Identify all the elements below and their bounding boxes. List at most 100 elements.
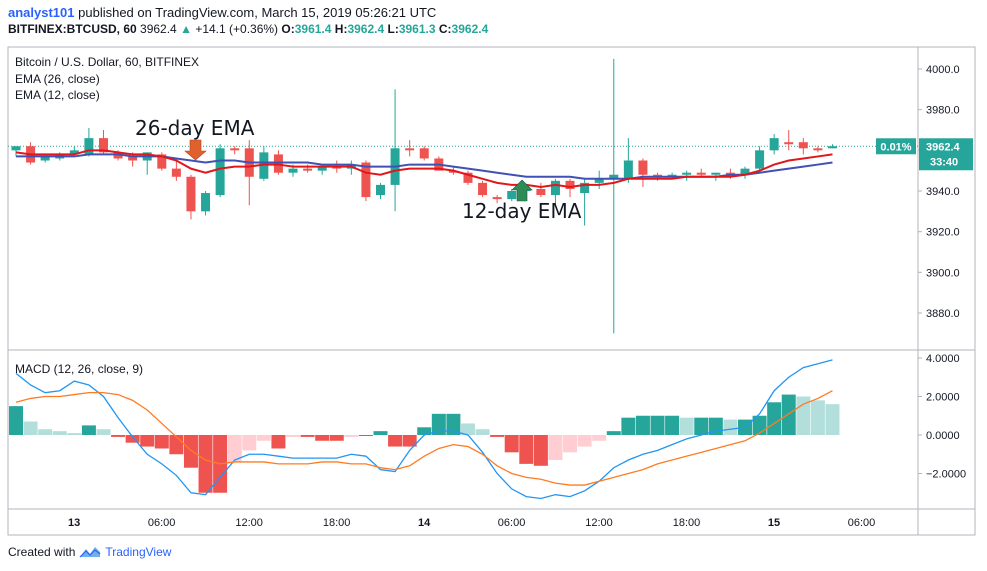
- candle-body[interactable]: [11, 146, 21, 151]
- macd-hist-bar[interactable]: [781, 394, 796, 435]
- macd-hist-bar[interactable]: [767, 402, 782, 435]
- candle-body[interactable]: [755, 150, 765, 169]
- candle-body[interactable]: [419, 148, 429, 159]
- macd-hist-bar[interactable]: [679, 417, 694, 435]
- macd-hist-bar[interactable]: [694, 417, 709, 435]
- macd-hist-bar[interactable]: [81, 425, 96, 435]
- macd-hist-bar[interactable]: [52, 431, 67, 435]
- candle-body[interactable]: [827, 146, 837, 149]
- macd-hist-bar[interactable]: [825, 404, 840, 435]
- candle-body[interactable]: [667, 174, 677, 177]
- candle-body[interactable]: [376, 184, 385, 196]
- macd-hist-bar[interactable]: [9, 406, 23, 435]
- macd-hist-bar[interactable]: [388, 435, 403, 447]
- candle-body[interactable]: [84, 138, 94, 155]
- macd-hist-bar[interactable]: [111, 435, 126, 437]
- macd-hist-bar[interactable]: [548, 435, 563, 461]
- candle-body[interactable]: [813, 148, 823, 151]
- macd-hist-bar[interactable]: [723, 419, 738, 435]
- macd-hist-bar[interactable]: [504, 435, 519, 453]
- macd-hist-bar[interactable]: [519, 435, 534, 464]
- macd-hist-bar[interactable]: [446, 413, 461, 435]
- macd-hist-bar[interactable]: [621, 417, 636, 435]
- macd-hist-bar[interactable]: [315, 435, 330, 441]
- macd-hist-bar[interactable]: [577, 435, 592, 447]
- candle-body[interactable]: [478, 182, 488, 196]
- macd-hist-bar[interactable]: [431, 413, 446, 435]
- signal-line[interactable]: [15, 390, 833, 486]
- candle-body[interactable]: [157, 154, 167, 169]
- tradingview-brand[interactable]: TradingView: [105, 545, 172, 559]
- candle-body[interactable]: [536, 188, 546, 196]
- candle-body[interactable]: [492, 197, 502, 200]
- macd-hist-bar[interactable]: [140, 435, 155, 447]
- macd-hist-bar[interactable]: [475, 429, 490, 435]
- macd-hist-bar[interactable]: [242, 435, 257, 451]
- candle-body[interactable]: [594, 178, 604, 183]
- candle-body[interactable]: [128, 156, 138, 161]
- candle-body[interactable]: [186, 176, 196, 212]
- time-axis[interactable]: 13 06:00 12:00 18:00 14 06:00 12:00 18:00 15 06:0…: [68, 517, 875, 529]
- candle-body[interactable]: [682, 172, 692, 175]
- candle-body[interactable]: [405, 148, 415, 151]
- candle-body[interactable]: [638, 160, 648, 175]
- macd-hist-bar[interactable]: [125, 435, 140, 443]
- candle-body[interactable]: [696, 172, 706, 175]
- macd-hist-bar[interactable]: [402, 435, 417, 447]
- candle-body[interactable]: [784, 142, 794, 145]
- macd-axis[interactable]: 4.0000 2.0000 0.0000 −2.0000: [918, 353, 966, 481]
- macd-hist-bar[interactable]: [417, 427, 432, 435]
- candle-body[interactable]: [623, 160, 633, 179]
- candle-body[interactable]: [113, 152, 123, 159]
- candle-body[interactable]: [40, 156, 50, 161]
- macd-hist-bar[interactable]: [154, 435, 169, 449]
- candle-body[interactable]: [98, 138, 108, 153]
- candle-body[interactable]: [215, 148, 225, 196]
- macd-hist-bar[interactable]: [358, 435, 373, 436]
- macd-hist-bar[interactable]: [460, 423, 475, 435]
- macd-hist-bar[interactable]: [373, 431, 388, 435]
- macd-hist-bar[interactable]: [665, 415, 680, 435]
- macd-hist-bar[interactable]: [563, 435, 578, 453]
- candle-body[interactable]: [361, 162, 371, 198]
- candle-body[interactable]: [550, 180, 560, 196]
- macd-hist-bar[interactable]: [38, 429, 53, 435]
- candle-body[interactable]: [332, 166, 342, 169]
- candle-body[interactable]: [69, 150, 79, 155]
- candle-body[interactable]: [317, 166, 327, 171]
- candle-body[interactable]: [725, 172, 735, 175]
- candle-body[interactable]: [288, 168, 298, 173]
- ema12-line[interactable]: [15, 149, 833, 188]
- macd-hist-bar[interactable]: [533, 435, 548, 466]
- macd-hist-bar[interactable]: [183, 435, 198, 468]
- macd-hist-bar[interactable]: [344, 435, 359, 437]
- candle-body[interactable]: [230, 148, 240, 151]
- macd-hist-bar[interactable]: [810, 400, 825, 435]
- macd-hist-bar[interactable]: [67, 433, 82, 435]
- macd-hist-bar[interactable]: [635, 415, 650, 435]
- macd-hist-bar[interactable]: [198, 435, 213, 493]
- macd-hist-bar[interactable]: [271, 435, 286, 449]
- macd-line[interactable]: [15, 359, 833, 500]
- candle-body[interactable]: [273, 154, 283, 173]
- candle-body[interactable]: [565, 180, 575, 189]
- candle-body[interactable]: [740, 168, 750, 175]
- macd-hist-bar[interactable]: [23, 421, 38, 435]
- author-link[interactable]: analyst101: [8, 5, 75, 20]
- candle-body[interactable]: [171, 168, 181, 177]
- candle-body[interactable]: [201, 193, 211, 212]
- macd-hist-bar[interactable]: [490, 435, 505, 437]
- macd-hist-bar[interactable]: [227, 435, 242, 462]
- macd-hist-bar[interactable]: [329, 435, 344, 441]
- candle-body[interactable]: [259, 152, 269, 179]
- candle-body[interactable]: [609, 174, 619, 179]
- candle-body[interactable]: [580, 182, 590, 194]
- macd-hist-bar[interactable]: [286, 435, 301, 437]
- macd-hist-bar[interactable]: [256, 435, 271, 441]
- macd-hist-bar[interactable]: [96, 429, 111, 435]
- candle-body[interactable]: [769, 138, 779, 151]
- candle-body[interactable]: [507, 191, 517, 200]
- macd-hist-bar[interactable]: [300, 435, 315, 437]
- candle-body[interactable]: [711, 172, 721, 175]
